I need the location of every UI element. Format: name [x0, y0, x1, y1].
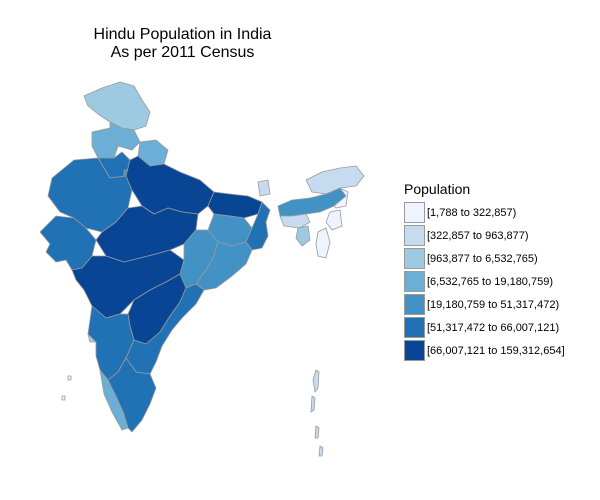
region-lakshadweep: [61, 375, 72, 401]
region-nagaland: [333, 187, 349, 209]
map-title: Hindu Population in India As per 2011 Ce…: [40, 26, 325, 62]
legend-swatch: [404, 317, 425, 338]
legend-label: [51,317,472 to 66,007,121): [427, 321, 560, 334]
region-uttar-pradesh: [125, 155, 215, 215]
legend: Population [1,788 to 322,857) [322,857 to…: [404, 181, 565, 362]
region-arunachal-pradesh: [305, 165, 365, 195]
map-title-line-2: As per 2011 Census: [110, 44, 255, 61]
region-andaman-nicobar: [310, 369, 324, 457]
legend-item: [322,857 to 963,877): [404, 224, 565, 247]
legend-label: [66,007,121 to 159,312,654]: [427, 344, 565, 357]
legend-swatch: [404, 271, 425, 292]
legend-swatch: [404, 225, 425, 246]
legend-swatch: [404, 294, 425, 315]
legend-item: [963,877 to 6,532,765): [404, 247, 565, 270]
region-tamil-nadu: [107, 357, 157, 433]
legend-item: [66,007,121 to 159,312,654]: [404, 339, 565, 362]
region-bihar: [207, 191, 263, 219]
legend-swatch: [404, 202, 425, 223]
legend-item: [6,532,765 to 19,180,759): [404, 270, 565, 293]
region-mizoram: [315, 227, 331, 259]
legend-label: [19,180,759 to 51,317,472): [427, 298, 560, 311]
legend-swatch: [404, 340, 425, 361]
legend-label: [322,857 to 963,877): [427, 229, 529, 242]
region-jammu-kashmir: [83, 81, 151, 131]
legend-item: [51,317,472 to 66,007,121): [404, 316, 565, 339]
region-west-bengal: [245, 201, 271, 251]
region-sikkim: [257, 179, 271, 197]
region-meghalaya: [279, 213, 311, 229]
legend-label: [1,788 to 322,857): [427, 206, 517, 219]
legend-label: [6,532,765 to 19,180,759): [427, 275, 553, 288]
map-title-line-1: Hindu Population in India: [93, 26, 272, 43]
region-manipur: [325, 209, 343, 231]
legend-title: Population: [404, 181, 471, 197]
legend-swatch: [404, 248, 425, 269]
region-tripura: [295, 225, 311, 247]
legend-item: [19,180,759 to 51,317,472): [404, 293, 565, 316]
legend-label: [963,877 to 6,532,765): [427, 252, 538, 265]
legend-item: [1,788 to 322,857): [404, 201, 565, 224]
region-odisha: [195, 241, 253, 291]
